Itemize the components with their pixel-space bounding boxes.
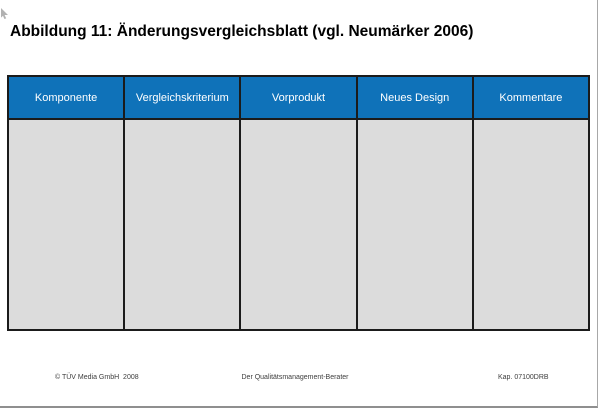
- footer-copyright: © TÜV Media GmbH 2008: [55, 374, 139, 381]
- table-cell-kommentare: [473, 120, 589, 329]
- page-footer: © TÜV Media GmbH 2008 Der Qualitätsmanag…: [0, 374, 597, 386]
- table-cell-komponente: [9, 120, 126, 329]
- table-row: [9, 120, 589, 329]
- footer-chapter-ref: Kap. 07100DRB: [498, 374, 549, 381]
- column-header-vorprodukt: Vorprodukt: [241, 77, 358, 118]
- column-header-vergleichskriterium: Vergleichskriterium: [125, 77, 242, 118]
- table-cell-neues-design: [357, 120, 474, 329]
- column-header-komponente: Komponente: [9, 77, 126, 118]
- table-header-row: Komponente Vergleichskriterium Vorproduk…: [9, 77, 589, 120]
- footer-publication-title: Der Qualitätsmanagement-Berater: [241, 374, 349, 381]
- column-header-kommentare: Kommentare: [473, 77, 589, 118]
- column-header-neues-design: Neues Design: [357, 77, 474, 118]
- mouse-cursor-icon: [0, 6, 9, 19]
- change-comparison-table: Komponente Vergleichskriterium Vorproduk…: [7, 75, 590, 331]
- table-cell-vergleichskriterium: [125, 120, 242, 329]
- figure-title: Abbildung 11: Änderungsvergleichsblatt (…: [10, 23, 474, 40]
- table-cell-vorprodukt: [241, 120, 358, 329]
